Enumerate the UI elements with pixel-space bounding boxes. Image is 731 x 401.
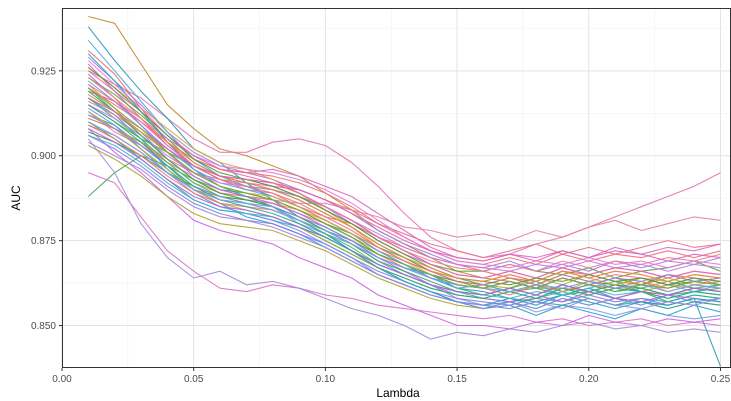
x-axis-title: Lambda xyxy=(376,386,420,400)
y-tick-label: 0.925 xyxy=(31,66,56,77)
series-line-34 xyxy=(88,141,721,310)
y-tick-label: 0.875 xyxy=(31,236,56,247)
x-tick-label: 0.25 xyxy=(711,374,731,385)
series-line-53 xyxy=(87,87,721,293)
x-tick-label: 0.00 xyxy=(52,374,72,385)
x-tick-label: 0.15 xyxy=(447,374,467,385)
x-tick-label: 0.05 xyxy=(184,374,204,385)
y-tick-label: 0.850 xyxy=(31,321,56,332)
y-tick-label: 0.900 xyxy=(31,151,56,162)
series-line-52 xyxy=(88,97,721,262)
series-line-5 xyxy=(88,70,721,259)
plot-area: 0.00 0.05 0.10 0.15 0.20 0.25 0.850 0.875 0.900 0… xyxy=(31,8,731,385)
series-line-42 xyxy=(87,70,721,279)
x-tick-label: 0.20 xyxy=(579,374,599,385)
series-line-50 xyxy=(87,77,721,282)
series-line-47 xyxy=(87,66,721,286)
series-line-11 xyxy=(87,128,721,330)
y-axis-title: AUC xyxy=(9,185,23,211)
plot-background xyxy=(62,8,731,368)
series-line-48 xyxy=(88,128,721,299)
x-tick-label: 0.10 xyxy=(316,374,336,385)
series-line-51 xyxy=(88,121,721,293)
series-line-4 xyxy=(87,138,721,340)
